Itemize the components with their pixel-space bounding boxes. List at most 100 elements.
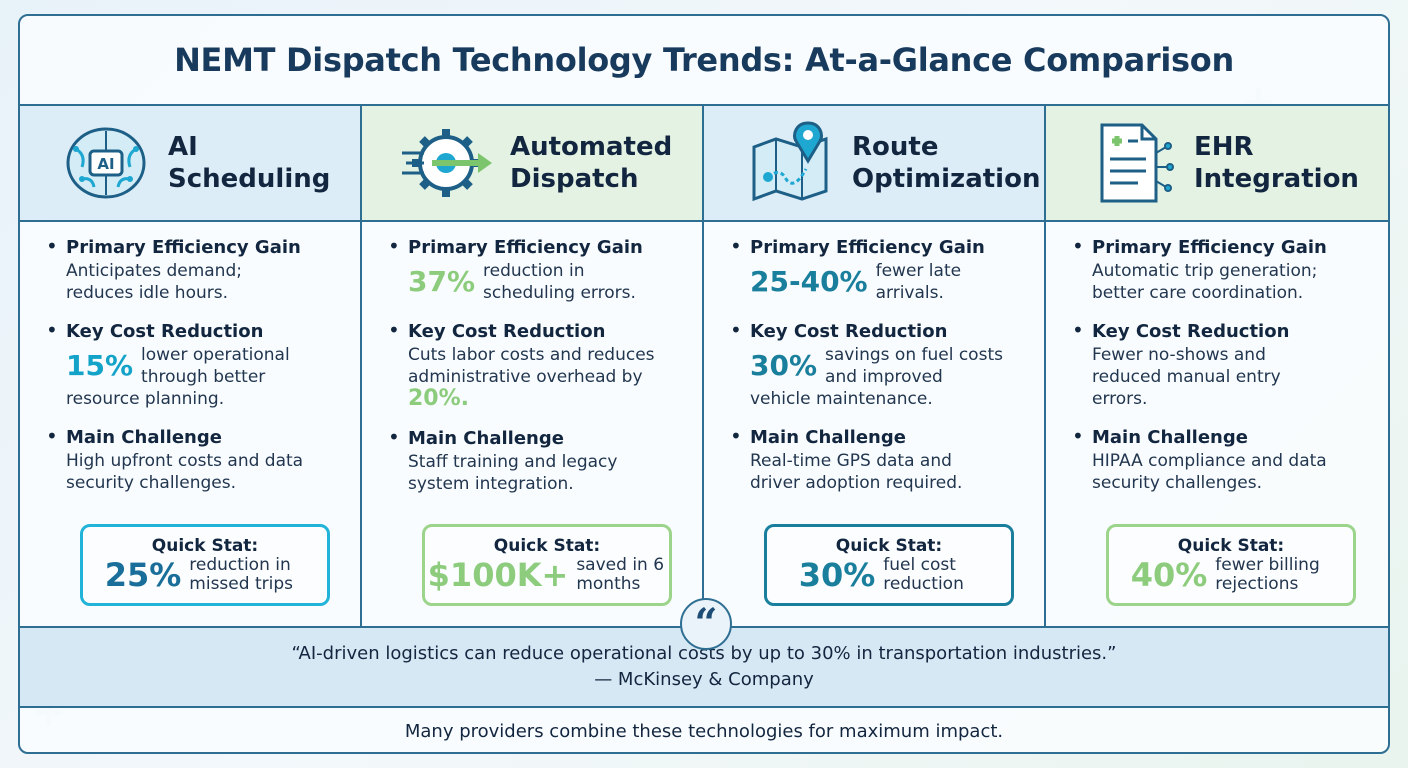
efficiency-item: Primary Efficiency Gain Anticipates dema… [46, 234, 348, 304]
cost-stat: 20%. [408, 386, 470, 411]
column-body: Primary Efficiency Gain 37% reduction in… [362, 222, 702, 495]
column-ehr-integration: EHR Integration Primary Efficiency Gain … [1046, 106, 1388, 626]
column-heading: EHR Integration [1194, 131, 1359, 195]
gear-arrow-icon [402, 117, 494, 209]
challenge-text: Real-time GPS data and driver adoption r… [750, 451, 963, 493]
efficiency-stat: 25-40% [750, 265, 868, 298]
challenge-text: Staff training and legacy system integra… [408, 452, 618, 494]
efficiency-item: Primary Efficiency Gain Automatic trip g… [1072, 234, 1376, 304]
cost-row: 30% savings on fuel costs and improved [750, 344, 1032, 388]
quick-stat-box: Quick Stat: 30% fuel cost reduction [764, 524, 1014, 606]
column-body: Primary Efficiency Gain Automatic trip g… [1046, 222, 1388, 494]
quick-stat-row: 30% fuel cost reduction [799, 556, 980, 594]
quick-stat-label: Quick Stat: [493, 536, 601, 556]
efficiency-text: Anticipates demand; reduces idle hours. [66, 261, 242, 303]
heading-line: EHR [1194, 132, 1254, 162]
quote-band: “AI-driven logistics can reduce operatio… [20, 626, 1388, 708]
challenge-label: Main Challenge [66, 427, 222, 448]
quick-stat-text: fuel cost reduction [883, 555, 964, 594]
efficiency-text: fewer late arrivals. [875, 261, 962, 303]
quick-stat-text: fewer billing rejections [1215, 555, 1320, 594]
column-route-optimization: Route Optimization Primary Efficiency Ga… [704, 106, 1046, 626]
efficiency-text: reduction in scheduling errors. [483, 261, 636, 303]
column-heading: Automated Dispatch [510, 131, 672, 195]
title-bar: NEMT Dispatch Technology Trends: At-a-Gl… [20, 16, 1388, 106]
challenge-item: Main Challenge Staff training and legacy… [388, 425, 690, 495]
cost-label: Key Cost Reduction [408, 321, 606, 342]
cost-item: Key Cost Reduction Cuts labor costs and … [388, 318, 690, 411]
quick-stat-text: reduction in missed trips [189, 555, 293, 594]
footer-note: Many providers combine these technologie… [404, 720, 1004, 742]
heading-line: Optimization [852, 164, 1041, 194]
quick-stat-box: Quick Stat: $100K+ saved in 6 months [422, 524, 672, 606]
cost-stat: 15% [66, 349, 134, 382]
cost-text: savings on fuel costs and improved [825, 345, 1003, 387]
cost-text: Cuts labor costs and reduces administrat… [408, 345, 655, 387]
cost-stat: 30% [750, 349, 818, 382]
column-body: Primary Efficiency Gain 25-40% fewer lat… [704, 222, 1044, 494]
challenge-text: HIPAA compliance and data security chall… [1092, 451, 1327, 493]
cost-text-continued: vehicle maintenance. [750, 389, 933, 409]
cost-item: Key Cost Reduction 15% lower operational… [46, 318, 348, 410]
challenge-label: Main Challenge [750, 427, 906, 448]
quick-stat-value: 40% [1130, 556, 1208, 594]
cost-row: 15% lower operational through better [66, 344, 348, 388]
column-body: Primary Efficiency Gain Anticipates dema… [20, 222, 360, 494]
column-ai-scheduling: AI AI Scheduling Primary Efficiency Gain… [20, 106, 362, 626]
efficiency-item: Primary Efficiency Gain 25-40% fewer lat… [730, 234, 1032, 304]
challenge-item: Main Challenge Real-time GPS data and dr… [730, 424, 1032, 494]
column-automated-dispatch: Automated Dispatch Primary Efficiency Ga… [362, 106, 704, 626]
heading-line: AI [168, 132, 198, 162]
icon-ai-text: AI [97, 155, 114, 173]
challenge-item: Main Challenge HIPAA compliance and data… [1072, 424, 1376, 494]
column-heading: AI Scheduling [168, 131, 330, 195]
cost-text-wrap: Cuts labor costs and reduces administrat… [408, 344, 658, 411]
quote-icon: “ [680, 598, 732, 650]
column-header: Automated Dispatch [362, 106, 702, 222]
efficiency-row: 37% reduction in scheduling errors. [408, 260, 690, 304]
quick-stat-value: 30% [798, 556, 876, 594]
cost-text-continued: resource planning. [66, 389, 225, 409]
quick-stat-row: 25% reduction in missed trips [105, 556, 306, 594]
quick-stat-row: $100K+ saved in 6 months [428, 556, 667, 594]
challenge-text: High upfront costs and data security cha… [66, 451, 304, 493]
cost-text: Fewer no-shows and reduced manual entry … [1092, 345, 1281, 409]
heading-line: Integration [1194, 164, 1359, 194]
quick-stat-value: 25% [104, 556, 182, 594]
column-heading: Route Optimization [852, 131, 1040, 195]
infographic-card: NEMT Dispatch Technology Trends: At-a-Gl… [18, 14, 1390, 754]
heading-line: Scheduling [168, 164, 331, 194]
medical-record-icon [1086, 117, 1178, 209]
quick-stat-label: Quick Stat: [1177, 536, 1285, 556]
challenge-label: Main Challenge [408, 428, 564, 449]
page-title: NEMT Dispatch Technology Trends: At-a-Gl… [174, 41, 1234, 79]
heading-line: Automated [510, 132, 673, 162]
map-pin-icon [744, 117, 836, 209]
challenge-label: Main Challenge [1092, 427, 1248, 448]
quick-stat-box: Quick Stat: 40% fewer billing rejections [1106, 524, 1356, 606]
quote-source: — McKinsey & Company [594, 669, 814, 690]
efficiency-row: 25-40% fewer late arrivals. [750, 260, 1032, 304]
column-header: AI AI Scheduling [20, 106, 360, 222]
challenge-item: Main Challenge High upfront costs and da… [46, 424, 348, 494]
efficiency-label: Primary Efficiency Gain [66, 237, 301, 258]
brain-ai-icon: AI [60, 117, 152, 209]
cost-label: Key Cost Reduction [750, 321, 948, 342]
cost-label: Key Cost Reduction [1092, 321, 1290, 342]
efficiency-item: Primary Efficiency Gain 37% reduction in… [388, 234, 690, 304]
cost-text: lower operational through better [141, 345, 290, 387]
quick-stat-row: 40% fewer billing rejections [1131, 556, 1332, 594]
cost-item: Key Cost Reduction Fewer no-shows and re… [1072, 318, 1376, 410]
efficiency-label: Primary Efficiency Gain [408, 237, 643, 258]
quick-stat-box: Quick Stat: 25% reduction in missed trip… [80, 524, 330, 606]
efficiency-text: Automatic trip generation; better care c… [1092, 261, 1318, 303]
quick-stat-value: $100K+ [427, 556, 569, 594]
column-header: Route Optimization [704, 106, 1044, 222]
quote-text: “AI-driven logistics can reduce operatio… [291, 643, 1117, 664]
heading-line: Route [852, 132, 939, 162]
efficiency-label: Primary Efficiency Gain [750, 237, 985, 258]
cost-label: Key Cost Reduction [66, 321, 264, 342]
heading-line: Dispatch [510, 164, 639, 194]
column-header: EHR Integration [1046, 106, 1388, 222]
quick-stat-text: saved in 6 months [576, 555, 665, 594]
